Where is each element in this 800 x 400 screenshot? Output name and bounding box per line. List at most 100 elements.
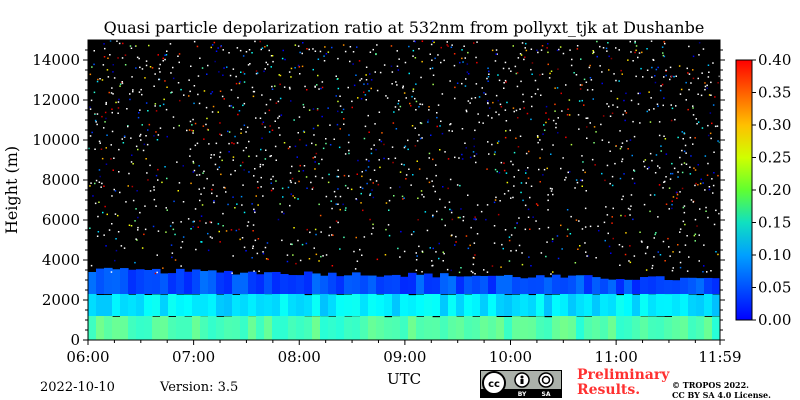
noise-pixel: [222, 212, 224, 215]
noise-pixel: [515, 137, 517, 139]
noise-pixel: [554, 103, 556, 106]
noise-pixel: [220, 173, 222, 176]
noise-pixel: [333, 138, 335, 140]
noise-pixel: [565, 176, 567, 179]
noise-pixel: [141, 68, 144, 70]
noise-pixel: [298, 170, 300, 172]
noise-pixel: [694, 240, 696, 242]
noise-pixel: [439, 198, 441, 201]
noise-pixel: [531, 62, 534, 64]
layer-cell: [472, 316, 481, 340]
noise-pixel: [426, 177, 428, 180]
noise-pixel: [500, 266, 502, 268]
noise-pixel: [487, 100, 489, 102]
noise-pixel: [570, 64, 573, 67]
noise-pixel: [202, 172, 204, 174]
noise-pixel: [428, 152, 431, 155]
noise-pixel: [703, 265, 705, 267]
noise-pixel: [365, 66, 368, 68]
noise-pixel: [505, 81, 507, 83]
noise-pixel: [106, 69, 109, 71]
colorbar-tick-label: 0.20: [758, 181, 791, 199]
noise-pixel: [314, 228, 317, 231]
noise-pixel: [339, 105, 342, 107]
noise-pixel: [154, 73, 156, 75]
layer-cell: [256, 274, 265, 294]
layer-cell: [416, 274, 425, 294]
noise-pixel: [690, 155, 692, 157]
noise-pixel: [309, 231, 311, 234]
noise-pixel: [518, 217, 520, 219]
noise-pixel: [612, 237, 614, 240]
noise-pixel: [708, 71, 710, 73]
noise-pixel: [407, 139, 409, 142]
layer-cell: [120, 293, 129, 316]
noise-pixel: [193, 40, 196, 43]
noise-pixel: [484, 93, 487, 95]
noise-pixel: [369, 73, 371, 75]
layer-cell: [208, 270, 217, 294]
noise-pixel: [149, 190, 152, 192]
layer-cell: [504, 316, 513, 340]
noise-pixel: [614, 162, 616, 165]
noise-pixel: [232, 68, 235, 70]
noise-pixel: [538, 228, 541, 230]
noise-pixel: [465, 78, 467, 80]
noise-pixel: [170, 92, 172, 94]
noise-pixel: [450, 269, 452, 272]
noise-pixel: [467, 51, 469, 54]
noise-pixel: [266, 242, 269, 244]
noise-pixel: [432, 158, 434, 161]
noise-pixel: [467, 247, 470, 250]
layer-cell: [288, 315, 297, 340]
noise-pixel: [611, 112, 614, 114]
noise-pixel: [707, 64, 710, 66]
noise-pixel: [585, 117, 587, 119]
noise-pixel: [523, 58, 525, 61]
noise-pixel: [649, 194, 652, 196]
noise-pixel: [670, 104, 672, 106]
noise-pixel: [475, 153, 478, 155]
noise-pixel: [282, 196, 284, 198]
noise-pixel: [717, 253, 719, 256]
noise-pixel: [260, 186, 262, 188]
noise-pixel: [361, 254, 363, 256]
noise-pixel: [156, 254, 158, 256]
noise-pixel: [440, 61, 442, 64]
noise-pixel: [402, 87, 404, 89]
layer-cell: [712, 278, 720, 294]
layer-cell: [600, 293, 609, 316]
noise-pixel: [159, 71, 161, 73]
noise-pixel: [144, 228, 147, 231]
layer-cell: [344, 294, 353, 316]
noise-pixel: [297, 132, 299, 134]
layer-cell: [400, 276, 409, 294]
noise-pixel: [560, 224, 562, 227]
noise-pixel: [216, 195, 218, 197]
noise-pixel: [410, 105, 412, 107]
noise-pixel: [550, 190, 553, 192]
noise-pixel: [210, 92, 212, 95]
noise-pixel: [242, 149, 245, 152]
noise-pixel: [306, 187, 308, 189]
layer-cell: [632, 315, 641, 340]
noise-pixel: [155, 110, 158, 112]
noise-pixel: [611, 175, 614, 178]
noise-pixel: [360, 202, 362, 204]
noise-pixel: [153, 85, 155, 87]
noise-pixel: [188, 129, 191, 131]
noise-pixel: [675, 75, 677, 77]
layer-cell: [360, 293, 369, 316]
y-tick-label: 6000: [42, 211, 80, 229]
cc-icon: [482, 371, 506, 395]
noise-pixel: [661, 83, 664, 86]
noise-pixel: [131, 185, 134, 188]
noise-pixel: [135, 45, 137, 47]
noise-pixel: [349, 60, 351, 63]
noise-pixel: [103, 185, 105, 187]
noise-pixel: [659, 89, 662, 92]
noise-pixel: [546, 241, 548, 243]
layer-cell: [272, 315, 281, 340]
noise-pixel: [286, 254, 289, 256]
layer-cell: [312, 316, 321, 340]
